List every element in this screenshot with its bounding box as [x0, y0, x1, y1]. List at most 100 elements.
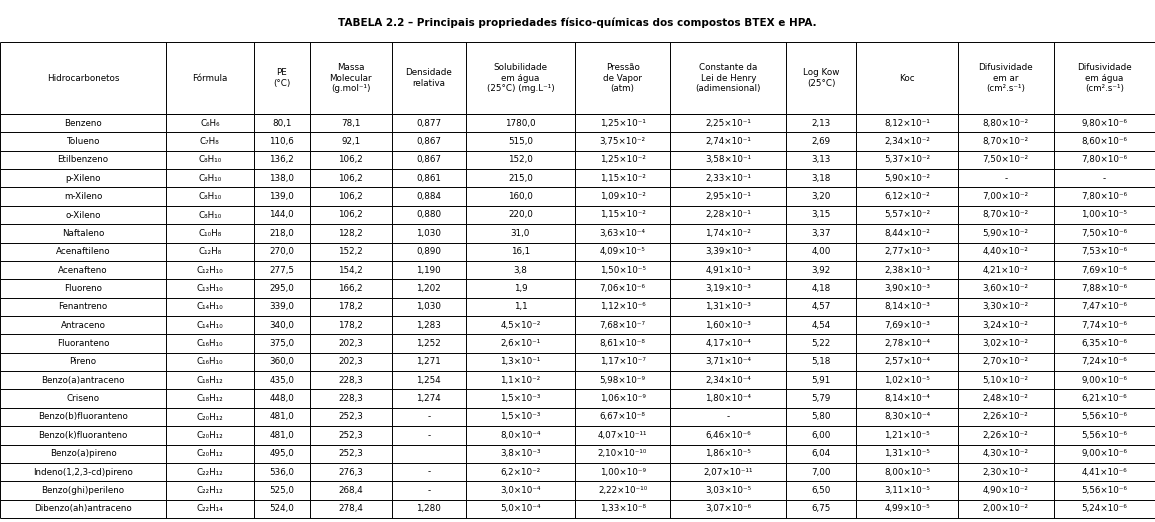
Text: 525,0: 525,0 — [269, 486, 295, 495]
Text: 7,68×10⁻⁷: 7,68×10⁻⁷ — [599, 321, 646, 330]
Text: 6,50: 6,50 — [812, 486, 830, 495]
Text: 1,283: 1,283 — [417, 321, 441, 330]
Text: 515,0: 515,0 — [508, 137, 532, 146]
Text: 277,5: 277,5 — [269, 266, 295, 275]
Text: Fenantreno: Fenantreno — [59, 302, 107, 311]
Text: 1,00×10⁻⁹: 1,00×10⁻⁹ — [599, 468, 646, 477]
Text: 1,50×10⁻⁵: 1,50×10⁻⁵ — [599, 266, 646, 275]
Text: 8,44×10⁻²: 8,44×10⁻² — [885, 229, 930, 238]
Text: 2,69: 2,69 — [812, 137, 830, 146]
Text: 1,09×10⁻²: 1,09×10⁻² — [599, 192, 646, 201]
Text: 1,202: 1,202 — [417, 284, 441, 293]
Text: 8,30×10⁻⁴: 8,30×10⁻⁴ — [884, 412, 930, 421]
Text: 276,3: 276,3 — [338, 468, 363, 477]
Text: 7,24×10⁻⁶: 7,24×10⁻⁶ — [1081, 358, 1127, 366]
Text: 3,19×10⁻³: 3,19×10⁻³ — [706, 284, 751, 293]
Text: 3,07×10⁻⁶: 3,07×10⁻⁶ — [706, 504, 751, 513]
Text: -: - — [726, 412, 730, 421]
Text: Constante da
Lei de Henry
(adimensional): Constante da Lei de Henry (adimensional) — [695, 63, 761, 93]
Text: 2,26×10⁻²: 2,26×10⁻² — [983, 412, 1029, 421]
Text: -: - — [1103, 174, 1105, 183]
Text: 1,17×10⁻⁷: 1,17×10⁻⁷ — [599, 358, 646, 366]
Text: 7,47×10⁻⁶: 7,47×10⁻⁶ — [1081, 302, 1127, 311]
Text: 3,24×10⁻²: 3,24×10⁻² — [983, 321, 1029, 330]
Text: C₁₈H₁₂: C₁₈H₁₂ — [196, 394, 223, 403]
Text: 106,2: 106,2 — [338, 174, 363, 183]
Text: 6,35×10⁻⁶: 6,35×10⁻⁶ — [1081, 339, 1127, 348]
Text: 5,18: 5,18 — [812, 358, 830, 366]
Text: 536,0: 536,0 — [269, 468, 295, 477]
Text: 202,3: 202,3 — [338, 339, 363, 348]
Text: 8,70×10⁻²: 8,70×10⁻² — [983, 210, 1029, 219]
Text: C₂₂H₁₂: C₂₂H₁₂ — [196, 486, 223, 495]
Text: 1,254: 1,254 — [417, 376, 441, 385]
Text: C₈H₁₀: C₈H₁₀ — [199, 192, 222, 201]
Text: 215,0: 215,0 — [508, 174, 532, 183]
Text: 5,57×10⁻²: 5,57×10⁻² — [884, 210, 930, 219]
Text: 3,92: 3,92 — [812, 266, 830, 275]
Text: Difusividade
em água
(cm².s⁻¹): Difusividade em água (cm².s⁻¹) — [1076, 63, 1132, 93]
Text: 4,09×10⁻⁵: 4,09×10⁻⁵ — [599, 247, 646, 256]
Text: 0,861: 0,861 — [417, 174, 441, 183]
Text: 6,00: 6,00 — [812, 431, 830, 440]
Text: 340,0: 340,0 — [269, 321, 295, 330]
Text: 92,1: 92,1 — [341, 137, 360, 146]
Text: 252,3: 252,3 — [338, 412, 363, 421]
Text: C₂₀H₁₂: C₂₀H₁₂ — [196, 412, 223, 421]
Text: 1,1: 1,1 — [514, 302, 528, 311]
Text: 1,3×10⁻¹: 1,3×10⁻¹ — [500, 358, 541, 366]
Text: 2,00×10⁻²: 2,00×10⁻² — [983, 504, 1029, 513]
Text: 1,5×10⁻³: 1,5×10⁻³ — [500, 394, 541, 403]
Text: 4,5×10⁻²: 4,5×10⁻² — [500, 321, 541, 330]
Text: 2,38×10⁻³: 2,38×10⁻³ — [884, 266, 930, 275]
Text: 3,02×10⁻²: 3,02×10⁻² — [983, 339, 1029, 348]
Text: 31,0: 31,0 — [511, 229, 530, 238]
Text: 2,34×10⁻⁴: 2,34×10⁻⁴ — [706, 376, 751, 385]
Text: 16,1: 16,1 — [511, 247, 530, 256]
Text: 5,80: 5,80 — [812, 412, 830, 421]
Text: 295,0: 295,0 — [269, 284, 295, 293]
Text: 1,030: 1,030 — [417, 229, 441, 238]
Text: 228,3: 228,3 — [338, 376, 363, 385]
Text: C₈H₁₀: C₈H₁₀ — [199, 156, 222, 164]
Text: 5,0×10⁻⁴: 5,0×10⁻⁴ — [500, 504, 541, 513]
Text: 78,1: 78,1 — [341, 118, 360, 128]
Text: 4,30×10⁻²: 4,30×10⁻² — [983, 449, 1029, 458]
Text: 8,70×10⁻²: 8,70×10⁻² — [983, 137, 1029, 146]
Text: 1,60×10⁻³: 1,60×10⁻³ — [706, 321, 751, 330]
Text: Indeno(1,2,3-cd)pireno: Indeno(1,2,3-cd)pireno — [33, 468, 133, 477]
Text: -: - — [427, 468, 431, 477]
Text: Difusividade
em ar
(cm².s⁻¹): Difusividade em ar (cm².s⁻¹) — [978, 63, 1033, 93]
Text: 1,80×10⁻⁴: 1,80×10⁻⁴ — [706, 394, 751, 403]
Text: 3,37: 3,37 — [812, 229, 830, 238]
Text: 5,90×10⁻²: 5,90×10⁻² — [983, 229, 1029, 238]
Text: 8,00×10⁻⁵: 8,00×10⁻⁵ — [884, 468, 930, 477]
Text: -: - — [1004, 174, 1007, 183]
Text: Acenafteno: Acenafteno — [58, 266, 107, 275]
Text: 4,41×10⁻⁶: 4,41×10⁻⁶ — [1081, 468, 1127, 477]
Text: Benzo(ghi)perileno: Benzo(ghi)perileno — [42, 486, 125, 495]
Text: C₁₂H₁₀: C₁₂H₁₀ — [196, 266, 223, 275]
Text: Criseno: Criseno — [67, 394, 99, 403]
Text: 3,30×10⁻²: 3,30×10⁻² — [983, 302, 1029, 311]
Text: 339,0: 339,0 — [269, 302, 295, 311]
Text: 7,53×10⁻⁶: 7,53×10⁻⁶ — [1081, 247, 1127, 256]
Text: 1,31×10⁻⁵: 1,31×10⁻⁵ — [885, 449, 930, 458]
Text: C₁₀H₈: C₁₀H₈ — [199, 229, 222, 238]
Text: 5,90×10⁻²: 5,90×10⁻² — [884, 174, 930, 183]
Text: Benzo(a)antraceno: Benzo(a)antraceno — [42, 376, 125, 385]
Text: 2,26×10⁻²: 2,26×10⁻² — [983, 431, 1029, 440]
Text: 4,54: 4,54 — [812, 321, 830, 330]
Text: 7,69×10⁻³: 7,69×10⁻³ — [885, 321, 930, 330]
Text: C₁₄H₁₀: C₁₄H₁₀ — [196, 321, 223, 330]
Text: Etilbenzeno: Etilbenzeno — [58, 156, 109, 164]
Text: 6,21×10⁻⁶: 6,21×10⁻⁶ — [1081, 394, 1127, 403]
Text: 1,280: 1,280 — [417, 504, 441, 513]
Text: 2,07×10⁻¹¹: 2,07×10⁻¹¹ — [703, 468, 753, 477]
Text: 3,15: 3,15 — [812, 210, 830, 219]
Text: 5,37×10⁻²: 5,37×10⁻² — [884, 156, 930, 164]
Text: -: - — [427, 431, 431, 440]
Text: 6,67×10⁻⁸: 6,67×10⁻⁸ — [599, 412, 646, 421]
Text: 4,40×10⁻²: 4,40×10⁻² — [983, 247, 1029, 256]
Text: 3,71×10⁻⁴: 3,71×10⁻⁴ — [706, 358, 751, 366]
